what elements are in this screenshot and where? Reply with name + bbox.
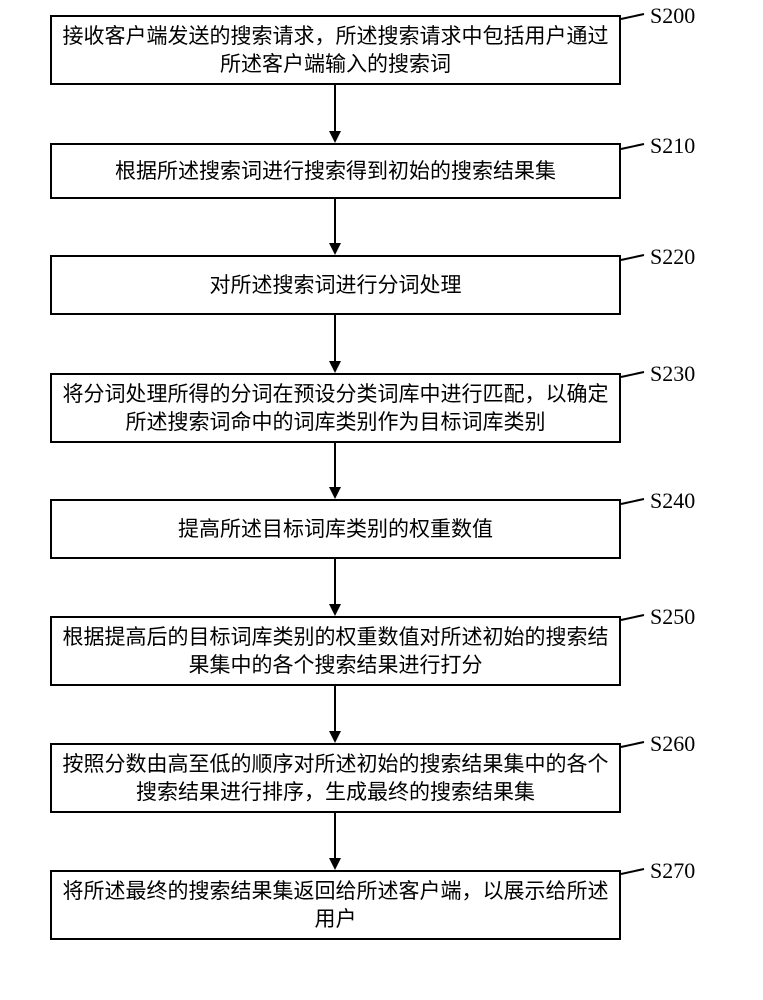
step-s210-box: 根据所述搜索词进行搜索得到初始的搜索结果集 <box>50 143 621 199</box>
step-s240-text: 提高所述目标词库类别的权重数值 <box>178 515 493 543</box>
step-s260-box: 按照分数由高至低的顺序对所述初始的搜索结果集中的各个搜索结果进行排序，生成最终的… <box>50 743 621 813</box>
step-s200-box: 接收客户端发送的搜索请求，所述搜索请求中包括用户通过所述客户端输入的搜索词 <box>50 15 621 85</box>
step-s240-box: 提高所述目标词库类别的权重数值 <box>50 499 621 559</box>
step-s250-text: 根据提高后的目标词库类别的权重数值对所述初始的搜索结果集中的各个搜索结果进行打分 <box>62 623 609 680</box>
step-s210-label: S210 <box>650 133 695 159</box>
step-s250-label: S250 <box>650 604 695 630</box>
step-s220-text: 对所述搜索词进行分词处理 <box>210 271 462 299</box>
step-s230-text: 将分词处理所得的分词在预设分类词库中进行匹配，以确定所述搜索词命中的词库类别作为… <box>62 380 609 437</box>
step-s200-text: 接收客户端发送的搜索请求，所述搜索请求中包括用户通过所述客户端输入的搜索词 <box>62 22 609 79</box>
step-s210-text: 根据所述搜索词进行搜索得到初始的搜索结果集 <box>115 157 556 185</box>
step-s230-box: 将分词处理所得的分词在预设分类词库中进行匹配，以确定所述搜索词命中的词库类别作为… <box>50 373 621 443</box>
step-s270-box: 将所述最终的搜索结果集返回给所述客户端，以展示给所述用户 <box>50 870 621 940</box>
step-s260-text: 按照分数由高至低的顺序对所述初始的搜索结果集中的各个搜索结果进行排序，生成最终的… <box>62 750 609 807</box>
flowchart-container: 接收客户端发送的搜索请求，所述搜索请求中包括用户通过所述客户端输入的搜索词 S2… <box>0 0 763 1000</box>
step-s230-label: S230 <box>650 361 695 387</box>
step-s250-box: 根据提高后的目标词库类别的权重数值对所述初始的搜索结果集中的各个搜索结果进行打分 <box>50 616 621 686</box>
step-s220-box: 对所述搜索词进行分词处理 <box>50 255 621 315</box>
step-s260-label: S260 <box>650 731 695 757</box>
step-s270-text: 将所述最终的搜索结果集返回给所述客户端，以展示给所述用户 <box>62 877 609 934</box>
step-s200-label: S200 <box>650 3 695 29</box>
step-s220-label: S220 <box>650 244 695 270</box>
step-s240-label: S240 <box>650 488 695 514</box>
step-s270-label: S270 <box>650 858 695 884</box>
